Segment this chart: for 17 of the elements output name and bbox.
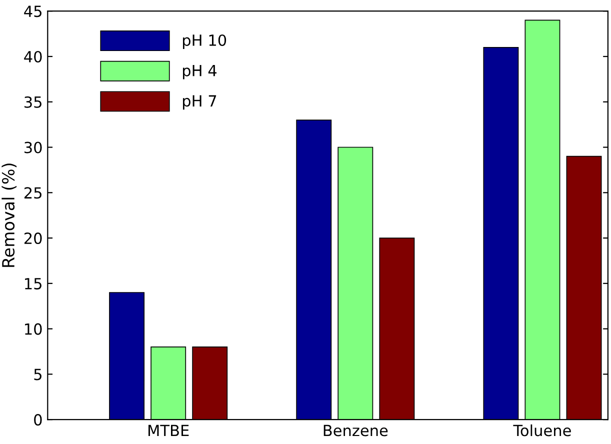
y-tick-label: 30 [24, 142, 42, 154]
x-tick-label: Benzene [324, 424, 388, 436]
y-tick-label: 0 [34, 414, 42, 426]
y-tick-label: 45 [24, 6, 42, 18]
y-tick-label: 40 [24, 50, 42, 63]
y-tick-label: 5 [34, 368, 42, 380]
legend-label: pH 4 [182, 64, 217, 80]
y-tick-label: 15 [25, 278, 42, 290]
y-tick-label: 35 [24, 96, 42, 108]
y-tick-label: 10 [25, 323, 42, 335]
x-tick-label: MTBE [148, 424, 189, 436]
y-tick-label: 20 [24, 232, 42, 244]
legend-label: pH 10 [182, 34, 226, 49]
y-axis-title: Removal (%) [2, 164, 17, 267]
legend-label: pH 7 [182, 95, 216, 110]
x-tick-label: Toluene [513, 424, 571, 436]
y-tick-label: 25 [24, 187, 42, 199]
